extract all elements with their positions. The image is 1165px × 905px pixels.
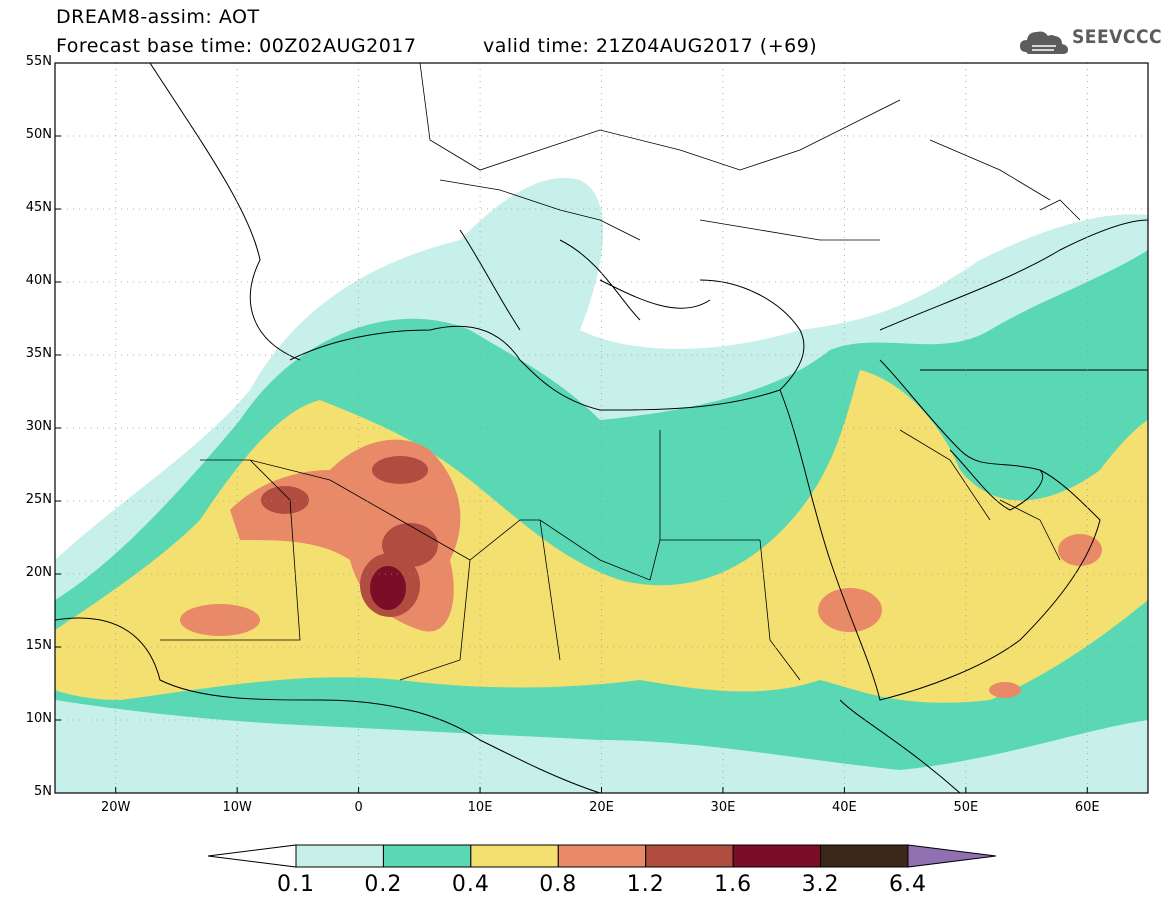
lon-tick-label: 40E xyxy=(831,800,857,815)
lon-tick-label: 10W xyxy=(222,800,252,815)
lat-tick-label: 30N xyxy=(25,419,52,434)
lat-tick-label: 50N xyxy=(25,127,52,142)
colorbar-label: 3.2 xyxy=(801,872,840,897)
logo-text: SEEVCCC xyxy=(1072,26,1163,48)
country-borders xyxy=(160,63,1081,681)
lon-tick-label: 10E xyxy=(467,800,493,815)
colorbar-label: 1.2 xyxy=(626,872,665,897)
map-title: DREAM8-assim: AOT xyxy=(56,6,260,28)
lat-tick-label: 25N xyxy=(25,492,52,507)
lat-tick-label: 55N xyxy=(25,54,52,69)
aot-band-1.6 xyxy=(370,566,406,610)
lat-tick-label: 40N xyxy=(25,273,52,288)
lon-tick-label: 20E xyxy=(589,800,614,815)
lon-tick-label: 20W xyxy=(101,800,131,815)
lat-tick-label: 35N xyxy=(25,346,52,361)
lat-tick-label: 5N xyxy=(34,784,52,799)
cloud-icon xyxy=(1020,31,1068,54)
forecast-base-time: Forecast base time: 00Z02AUG2017 xyxy=(56,35,417,57)
lon-tick-label: 0 xyxy=(354,800,363,815)
lat-tick-label: 10N xyxy=(25,711,52,726)
lat-tick-label: 20N xyxy=(25,565,52,580)
lon-tick-label: 50E xyxy=(953,800,979,815)
lon-tick-label: 30E xyxy=(710,800,736,815)
lat-tick-label: 15N xyxy=(25,638,52,653)
lat-tick-label: 45N xyxy=(25,200,52,215)
colorbar-label: 0.1 xyxy=(277,872,315,897)
colorbar-label: 0.4 xyxy=(451,872,490,897)
colorbar-label: 6.4 xyxy=(889,872,927,897)
colorbar-label: 0.2 xyxy=(364,872,403,897)
coastlines xyxy=(55,63,1148,793)
lon-tick-label: 60E xyxy=(1074,800,1100,815)
colorbar-label: 1.6 xyxy=(714,872,753,897)
colorbar-label: 0.8 xyxy=(539,872,578,897)
valid-time: valid time: 21Z04AUG2017 (+69) xyxy=(483,35,818,57)
